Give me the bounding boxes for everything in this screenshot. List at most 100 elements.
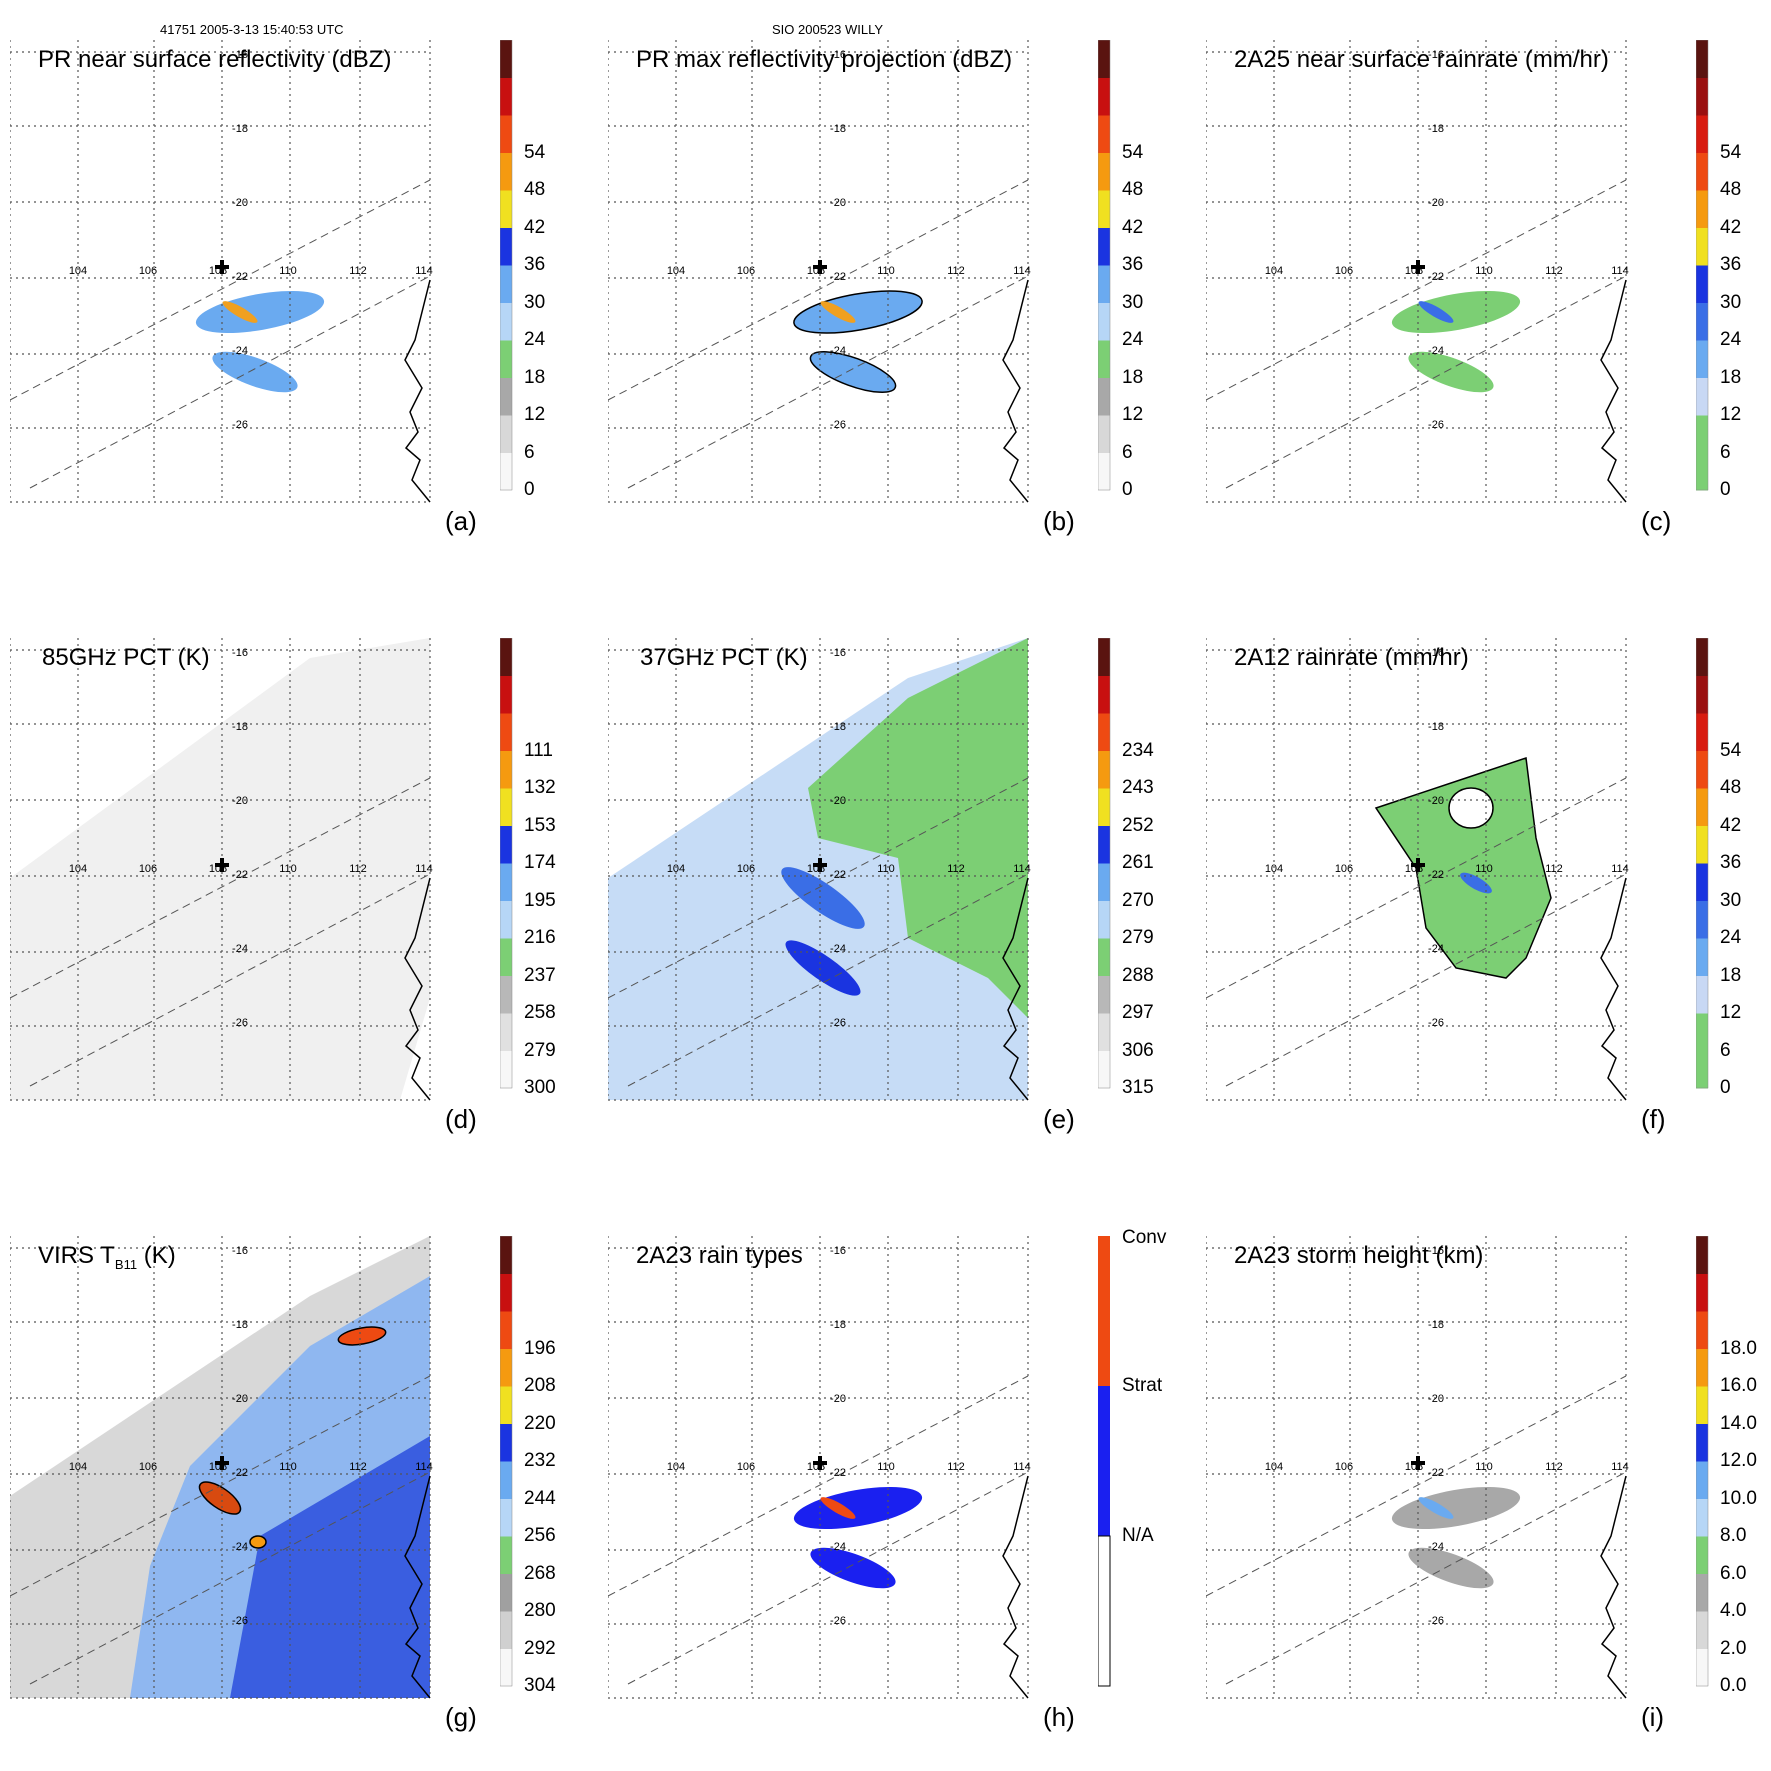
coastline	[404, 279, 431, 503]
colorbar-segment	[1098, 190, 1110, 228]
colorbar-tick-label: 36	[1122, 254, 1144, 275]
latitude-label: -24	[1428, 345, 1444, 357]
longitude-label: 114	[1611, 265, 1629, 277]
longitude-label: 104	[667, 265, 685, 277]
colorbar-tick-label: 36	[524, 254, 546, 275]
colorbar-tick-label: 216	[524, 927, 556, 948]
latitude-label: -20	[1428, 197, 1444, 209]
colorbar-frame	[1098, 638, 1111, 1089]
colorbar-tick-label: 270	[1122, 889, 1154, 911]
colorbar-segment	[500, 452, 512, 491]
latitude-label: -22	[1428, 1467, 1444, 1479]
longitude-label: 106	[737, 265, 755, 277]
coastline	[1600, 279, 1627, 503]
colorbar-tick-label: 132	[524, 777, 556, 798]
storm-name: SIO 200523 WILLY	[772, 22, 884, 37]
colorbar-tick-label: 237	[524, 964, 556, 986]
storm-center-marker	[813, 858, 827, 872]
longitude-label: 108	[1405, 863, 1423, 875]
colorbar-ticks: 0 6 12 18 24 30 36 42 48 54	[1122, 40, 1202, 560]
colorbar-tick-label: 30	[1122, 291, 1144, 313]
panel-label: (e)	[1043, 1104, 1075, 1134]
colorbar-segment	[1696, 340, 1708, 378]
colorbar-tick-label: 292	[524, 1637, 556, 1659]
longitude-label: 106	[1335, 1461, 1353, 1473]
colorbar-segment	[1696, 900, 1708, 939]
swath-edge	[608, 777, 1029, 999]
colorbar-tick-label: 42	[1720, 814, 1742, 836]
latitude-label: -18	[830, 123, 846, 135]
colorbar-tick-label: 18	[1720, 964, 1742, 986]
swath-edge	[10, 1375, 431, 1597]
longitude-label: 106	[737, 1461, 755, 1473]
colorbar-tick-label: 6.0	[1720, 1562, 1747, 1584]
colorbar-segment	[500, 638, 512, 676]
longitude-label: 106	[1335, 863, 1353, 875]
coastline	[404, 877, 431, 1101]
panel-label: (c)	[1641, 506, 1672, 536]
latitude-label: -22	[232, 869, 248, 881]
panel-title: 2A25 near surface rainrate (mm/hr)	[1234, 46, 1609, 73]
latitude-label: -22	[232, 271, 248, 283]
colorbar-ticks: 0.0 2.0 4.0 6.0 8.0 10.0 12.0 14.0 16.0 18.0	[1720, 1236, 1771, 1756]
colorbar-segment	[1696, 227, 1708, 266]
precip-cell	[1460, 872, 1492, 894]
panel-title: 2A12 rainrate (mm/hr)	[1234, 644, 1469, 671]
latitude-label: -24	[232, 345, 248, 357]
latitude-label: -26	[232, 1615, 248, 1627]
colorbar-segment	[1696, 190, 1708, 228]
colorbar-tick-label: 18	[1720, 366, 1742, 388]
precip-cell	[781, 867, 865, 929]
colorbar-segment	[1696, 675, 1708, 714]
colorbar-segment	[1696, 1311, 1708, 1349]
colorbar-segment	[500, 1386, 512, 1424]
precip-cell	[1418, 1497, 1454, 1519]
colorbar-tick-label: 196	[524, 1337, 556, 1359]
panel-title: VIRS TB11 (K)	[38, 1242, 176, 1272]
latitude-label: -22	[830, 271, 846, 283]
colorbar-tick-label: 111	[524, 739, 553, 761]
colorbar-ticks: 300 279 258 237 216 195 174 153 132 111	[524, 638, 604, 1158]
colorbar-tick-label: 2.0	[1720, 1637, 1747, 1659]
colorbar-segment	[1696, 1013, 1708, 1051]
coastline	[1002, 279, 1029, 503]
swath-edge	[608, 1375, 1029, 1597]
colorbar	[500, 40, 550, 560]
colorbar-tick-label: 220	[524, 1412, 556, 1434]
colorbar-tick-label: Conv	[1122, 1227, 1167, 1248]
colorbar-tick-label: Strat	[1122, 1375, 1163, 1396]
longitude-label: 114	[1013, 265, 1031, 277]
latitude-label: -16	[232, 1245, 248, 1257]
colorbar-tick-label: 0	[1720, 1077, 1731, 1098]
panel-h: 104 106 108 110 112 114 -16 -18 -20 -22 -24 -26 2A2…	[608, 1227, 1166, 1756]
colorbar-tick-label: 12	[1122, 404, 1144, 425]
colorbar-segment	[500, 152, 512, 191]
swath-edge	[1206, 179, 1627, 401]
swath-edge	[10, 179, 431, 401]
colorbar-segment	[500, 1273, 512, 1312]
storm-center-marker	[813, 260, 827, 274]
panel-title: 85GHz PCT (K)	[42, 644, 210, 671]
panel-a: 104 106 108 110 112 114 -16 -18 -20 -22 -24 -26 PR …	[10, 40, 550, 560]
colorbar-segment	[1098, 675, 1110, 714]
precip-cell	[809, 351, 897, 393]
colorbar-frame	[1098, 40, 1111, 491]
colorbar-tick-label: 261	[1122, 852, 1154, 873]
colorbar-tick-label: N/A	[1122, 1525, 1154, 1546]
panel-label: (i)	[1641, 1702, 1665, 1732]
colorbar-segment	[1098, 40, 1110, 78]
colorbar-segment	[1696, 1236, 1708, 1274]
latitude-label: -18	[1428, 721, 1444, 733]
colorbar-segment	[500, 900, 512, 939]
colorbar-segment	[1098, 227, 1110, 266]
latitude-label: -18	[830, 721, 846, 733]
longitude-label: 104	[1265, 863, 1283, 875]
colorbar-tick-label: 258	[524, 1002, 556, 1023]
colorbar-tick-label: 24	[524, 329, 546, 350]
colorbar-segment	[500, 1611, 512, 1649]
colorbar-tick-label: 12	[1720, 404, 1742, 425]
colorbar-segment	[1696, 115, 1708, 153]
colorbar-segment	[500, 1013, 512, 1051]
map-a: 104 106 108 110 112 114 -16 -18 -20 -22 -24 -26	[10, 40, 498, 560]
storm-center-marker	[1411, 858, 1425, 872]
